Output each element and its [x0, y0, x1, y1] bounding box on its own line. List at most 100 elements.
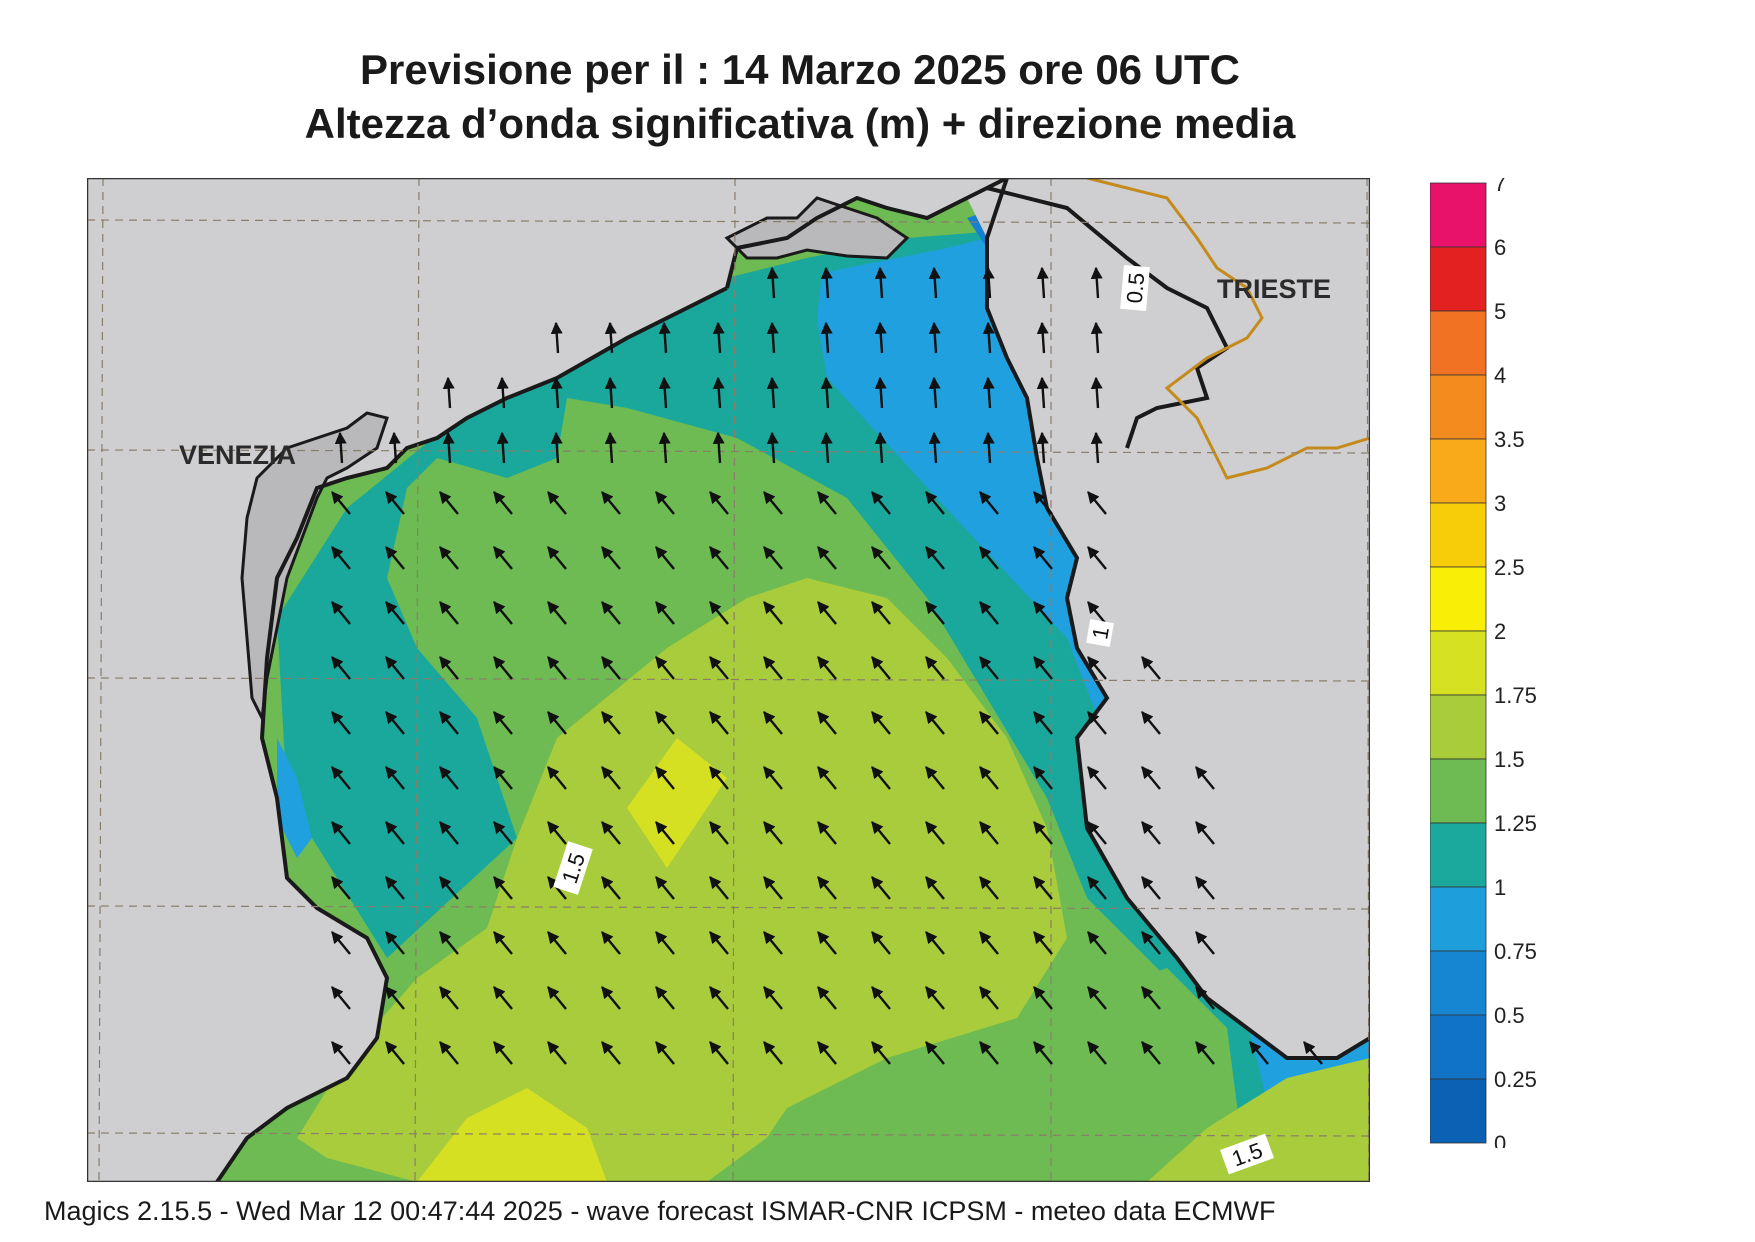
wave-direction-arrow — [388, 431, 401, 464]
wave-direction-arrow — [709, 986, 729, 1010]
colorbar-swatch — [1430, 758, 1487, 824]
wave-direction-arrow — [763, 821, 783, 845]
svg-text:0.5: 0.5 — [1122, 272, 1150, 305]
wave-direction-arrow — [547, 766, 567, 790]
contour-label-1-5-southeast: 1.5 — [1220, 1133, 1274, 1175]
colorbar-tick-label: 1.5 — [1494, 747, 1525, 772]
wave-direction-arrow — [982, 266, 995, 299]
wave-direction-arrow — [493, 876, 513, 900]
wave-direction-arrow — [655, 821, 675, 845]
colorbar-swatch — [1430, 182, 1487, 248]
wave-direction-arrow — [1033, 601, 1053, 625]
wave-direction-arrow — [601, 1041, 621, 1065]
colorbar-swatch — [1430, 438, 1487, 504]
wave-direction-arrow — [709, 821, 729, 845]
wave-direction-arrow — [439, 656, 459, 680]
city-label-trieste: TRIESTE — [1217, 274, 1331, 304]
wave-direction-arrow — [766, 376, 779, 409]
colorbar-tick-label: 1.25 — [1494, 811, 1537, 836]
wave-direction-arrow — [709, 766, 729, 790]
colorbar-legend: 7 6 5 4 3.5 3 2.5 2 1.75 1.5 1.25 1 0.75 0.5 0.25 0 — [1430, 178, 1537, 1148]
wave-direction-arrow — [1033, 931, 1053, 955]
wave-direction-arrow — [979, 656, 999, 680]
wave-direction-arrow — [493, 1041, 513, 1065]
colorbar-tick-label: 7 — [1494, 178, 1506, 196]
wave-direction-arrow — [1036, 431, 1049, 464]
wave-direction-arrow — [1087, 546, 1107, 570]
colorbar-swatch — [1430, 502, 1487, 568]
wave-direction-arrow — [601, 656, 621, 680]
colorbar-swatch — [1430, 310, 1487, 376]
wave-direction-arrow — [763, 1041, 783, 1065]
map-frame — [87, 178, 1370, 1182]
wave-direction-arrow — [385, 766, 405, 790]
wave-direction-arrow — [1087, 986, 1107, 1010]
wave-direction-arrow — [820, 431, 833, 464]
wave-direction-arrow — [331, 821, 351, 845]
national-border — [1086, 178, 1370, 480]
wave-direction-arrow — [874, 266, 887, 299]
wave-direction-arrow — [763, 711, 783, 735]
wave-direction-arrow — [709, 711, 729, 735]
wave-direction-arrow — [820, 321, 833, 354]
colorbar-swatch — [1430, 374, 1487, 440]
colorbar-tick-label: 2 — [1494, 619, 1506, 644]
wave-direction-arrow — [763, 546, 783, 570]
wave-direction-arrow — [1033, 656, 1053, 680]
wave-direction-arrow — [1036, 266, 1049, 299]
wave-direction-arrow — [493, 601, 513, 625]
wave-direction-arrow — [1033, 986, 1053, 1010]
wave-direction-arrow — [331, 546, 351, 570]
wave-direction-arrow — [709, 876, 729, 900]
wave-direction-arrow — [385, 546, 405, 570]
wave-direction-arrow — [331, 656, 351, 680]
wave-direction-arrow — [1141, 876, 1161, 900]
wave-direction-arrow — [979, 821, 999, 845]
wave-direction-arrow — [658, 321, 671, 354]
wave-direction-arrow — [982, 431, 995, 464]
wave-direction-arrow — [928, 321, 941, 354]
wave-direction-arrow — [1036, 321, 1049, 354]
wave-direction-arrow — [493, 711, 513, 735]
wave-direction-arrow — [871, 931, 891, 955]
wave-direction-arrow — [1090, 266, 1103, 299]
wave-direction-arrow — [1303, 1041, 1323, 1065]
graticule — [87, 178, 1370, 1182]
wave-direction-arrow — [709, 931, 729, 955]
wave-direction-arrow — [547, 1041, 567, 1065]
wave-direction-arrow — [331, 491, 351, 515]
svg-text:1: 1 — [1087, 625, 1114, 641]
wave-direction-arrow — [763, 766, 783, 790]
wave-direction-arrow — [871, 491, 891, 515]
title-line-1: Previsione per il : 14 Marzo 2025 ore 06… — [359, 46, 1241, 93]
wave-direction-arrow — [547, 546, 567, 570]
wave-direction-arrow — [925, 656, 945, 680]
wave-direction-arrow — [712, 376, 725, 409]
wave-direction-arrow — [385, 876, 405, 900]
title-line-2: Altezza d’onda significativa (m) + direz… — [304, 100, 1296, 147]
wave-direction-arrow — [709, 1041, 729, 1065]
wave-direction-arrow — [493, 491, 513, 515]
wave-direction-arrow — [331, 711, 351, 735]
wave-direction-arrow — [763, 986, 783, 1010]
wave-direction-arrow — [763, 876, 783, 900]
wave-direction-arrow — [1249, 1041, 1269, 1065]
wave-direction-arrow — [1195, 1041, 1215, 1065]
wave-direction-arrow — [871, 601, 891, 625]
wave-direction-arrow — [979, 711, 999, 735]
colorbar-tick-label: 4 — [1494, 363, 1506, 388]
wave-direction-arrow — [979, 601, 999, 625]
wave-direction-arrow — [493, 656, 513, 680]
wave-direction-arrow — [979, 766, 999, 790]
sea-zone-1-75-south — [417, 1088, 607, 1182]
wave-direction-arrow — [385, 601, 405, 625]
wave-direction-arrow — [1033, 1041, 1053, 1065]
wave-direction-arrow — [601, 601, 621, 625]
wave-direction-arrow — [1141, 821, 1161, 845]
wave-direction-arrow — [1087, 601, 1107, 625]
wave-direction-arrows — [331, 266, 1323, 1065]
colorbar-tick-label: 1.75 — [1494, 683, 1537, 708]
wave-direction-arrow — [655, 546, 675, 570]
wave-direction-arrow — [763, 656, 783, 680]
colorbar-tick-label: 0.75 — [1494, 939, 1537, 964]
